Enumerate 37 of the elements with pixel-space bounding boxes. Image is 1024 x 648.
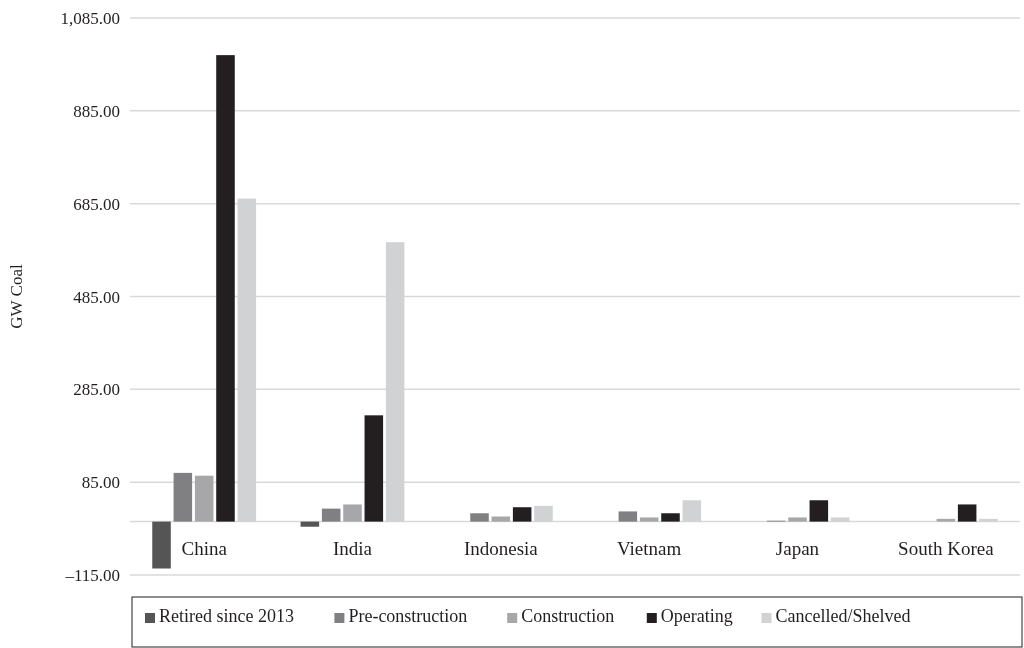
bar xyxy=(661,513,680,522)
bar xyxy=(470,513,489,522)
bar xyxy=(639,517,659,522)
bar xyxy=(194,475,214,522)
legend-label: Retired since 2013 xyxy=(159,606,294,626)
x-tick-label: China xyxy=(181,537,228,559)
x-tick-label: India xyxy=(332,537,373,559)
bar xyxy=(936,518,956,522)
x-tick-label: Indonesia xyxy=(463,537,539,559)
bar xyxy=(216,55,235,522)
bar xyxy=(618,511,638,522)
bar xyxy=(173,472,193,522)
bar xyxy=(364,415,384,522)
y-tick-label: 1,085.00 xyxy=(60,9,120,28)
y-tick-label: 85.00 xyxy=(81,473,120,493)
bar xyxy=(300,521,320,527)
bar xyxy=(512,507,532,522)
x-tick-label: Japan xyxy=(775,537,820,559)
x-tick-label: South Korea xyxy=(898,537,995,559)
bar xyxy=(957,504,977,522)
y-tick-label: 485.00 xyxy=(73,287,120,307)
bar xyxy=(788,517,807,522)
y-tick-label: 885.00 xyxy=(73,101,120,121)
legend-label: Pre-construction xyxy=(348,606,468,626)
y-tick-label: 285.00 xyxy=(73,380,120,400)
bar xyxy=(152,521,171,569)
legend-label: Cancelled/Shelved xyxy=(775,606,911,626)
x-tick-label: Vietnam xyxy=(617,537,682,559)
legend-label: Operating xyxy=(660,606,733,626)
y-tick-label: 685.00 xyxy=(73,194,120,214)
legend-label: Construction xyxy=(521,606,615,626)
bar xyxy=(809,500,829,522)
bar xyxy=(491,516,511,522)
y-tick-label: –115.00 xyxy=(64,566,120,585)
bar xyxy=(343,504,362,522)
bar xyxy=(321,508,341,522)
y-axis-title: GW Coal xyxy=(7,264,26,329)
